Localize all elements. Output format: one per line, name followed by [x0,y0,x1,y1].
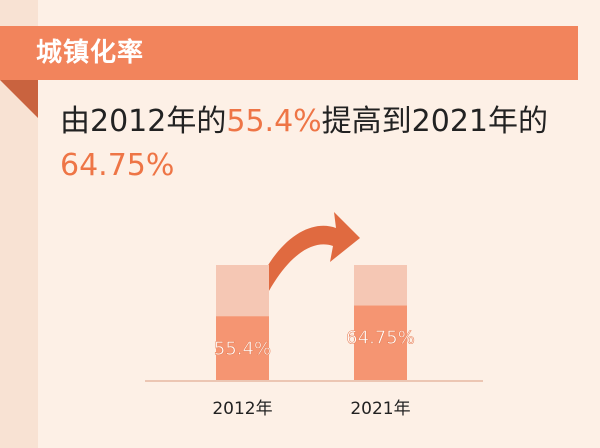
bar-0 [216,316,269,380]
title-banner: 城镇化率 [0,26,578,118]
headline: 由2012年的55.4%提高到2021年的 64.75% [60,100,580,188]
trend-arrow-icon [248,212,360,318]
bar-1 [354,305,407,380]
headline-text-2: 提高到2021年的 [321,104,549,139]
banner-bar: 城镇化率 [0,26,578,80]
headline-value-2012: 55.4% [226,104,322,139]
headline-text-1: 由2012年的 [60,104,227,139]
category-label-0: 2012年 [212,399,272,419]
headline-value-2021: 64.75% [60,148,175,183]
banner-title: 城镇化率 [36,38,145,68]
banner-fold [0,80,38,118]
category-label-1: 2021年 [350,399,410,419]
bar-value-label-0: 55.4% [214,338,271,359]
bar-value-label-1: 64.75% [346,328,415,349]
